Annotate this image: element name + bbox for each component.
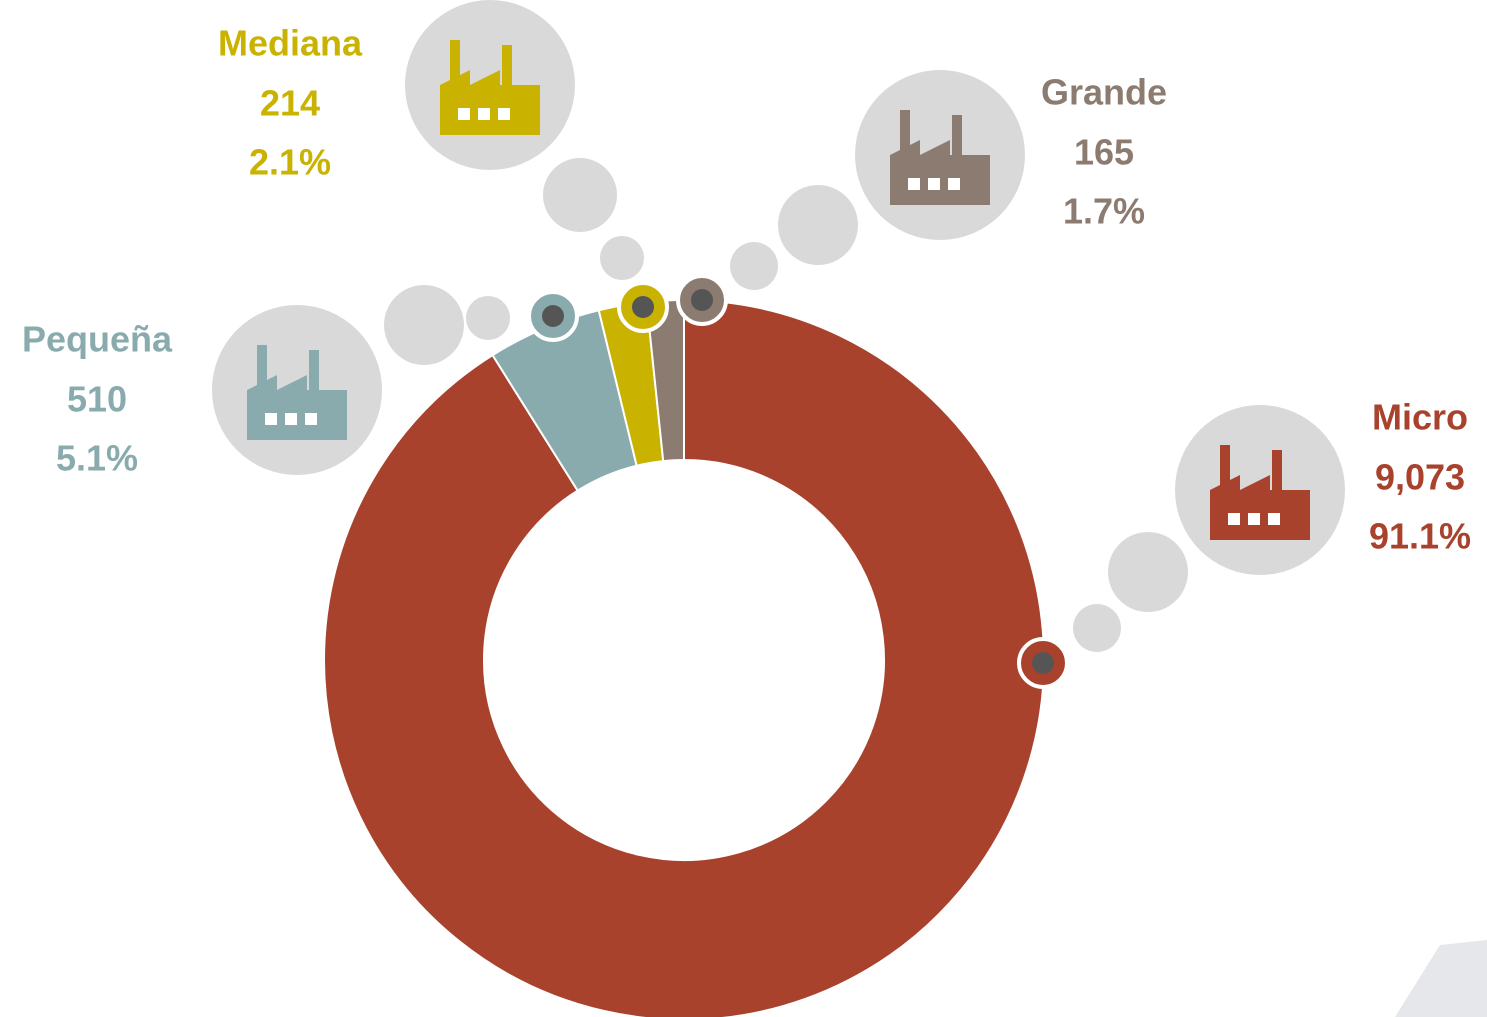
connector-bubble [1073,604,1121,652]
icon-chimney [900,110,910,160]
factory-icon [247,345,347,440]
connector-bubble [600,236,644,280]
icon-window [908,178,920,190]
icon-window [928,178,940,190]
icon-window [948,178,960,190]
icon-window [478,108,490,120]
percentage-label: 1.7% [1063,191,1145,232]
marker-dot [542,305,564,327]
connector-bubble [1108,532,1188,612]
category-label: Grande [1041,72,1167,113]
connector-bubble [778,185,858,265]
percentage-label: 5.1% [56,438,138,479]
value-label: 510 [67,379,127,420]
icon-chimney [257,345,267,395]
factory-icon [890,110,990,205]
icon-window [1268,513,1280,525]
icon-window [1228,513,1240,525]
connector-bubble [543,158,617,232]
connector-bubble [384,285,464,365]
connector-bubble [730,242,778,290]
icon-chimney [502,45,512,90]
percentage-label: 91.1% [1369,516,1471,557]
corner-decoration [1395,940,1487,1017]
category-label: Pequeña [22,319,173,360]
icon-chimney [450,40,460,90]
icon-chimney [1220,445,1230,495]
value-label: 9,073 [1375,457,1465,498]
factory-icon [440,40,540,135]
marker-dot [1032,652,1054,674]
icon-chimney [1272,450,1282,495]
icon-chimney [309,350,319,395]
icon-window [458,108,470,120]
icon-window [1248,513,1260,525]
category-label: Mediana [218,23,363,64]
icon-window [498,108,510,120]
percentage-label: 2.1% [249,142,331,183]
icon-window [265,413,277,425]
donut-slice [323,298,1045,1017]
icon-chimney [952,115,962,160]
category-label: Micro [1372,397,1468,438]
icon-window [285,413,297,425]
factory-icon [1210,445,1310,540]
connector-bubble [466,296,510,340]
icon-window [305,413,317,425]
value-label: 165 [1074,132,1134,173]
value-label: 214 [260,83,320,124]
marker-dot [632,296,654,318]
marker-dot [691,289,713,311]
